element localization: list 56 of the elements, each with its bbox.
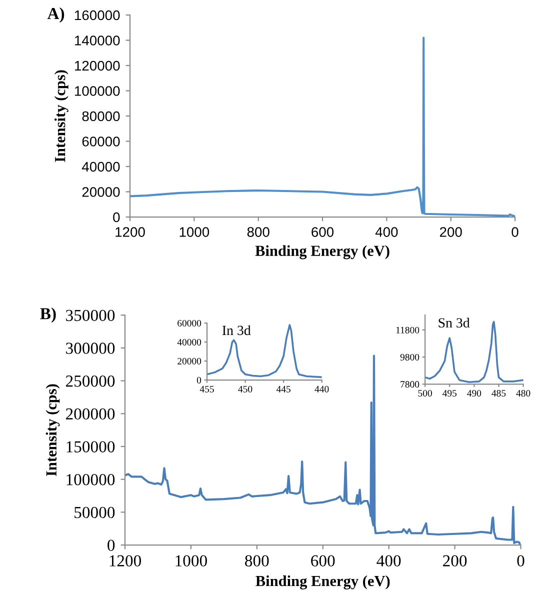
- x-tick-label: 1000: [176, 555, 207, 566]
- x-tick-label: 455: [200, 386, 214, 392]
- x-tick-label: 400: [376, 555, 401, 566]
- line-series: [207, 324, 322, 378]
- y-tick-label: 50000: [74, 506, 115, 518]
- y-tick-label: 150000: [66, 441, 115, 452]
- x-axis-title: Binding Energy (eV): [256, 575, 390, 590]
- y-tick-label: 300000: [66, 342, 115, 354]
- y-tick-label: 80000: [82, 111, 120, 122]
- y-tick-label: 100000: [74, 86, 120, 96]
- y-tick-label: 40000: [177, 338, 202, 346]
- x-tick-label: 450: [238, 386, 252, 392]
- y-tick-label: 20000: [82, 187, 120, 197]
- x-tick-label: 1200: [116, 227, 145, 237]
- y-tick-label: 0: [196, 376, 202, 384]
- x-tick-label: 445: [276, 386, 290, 392]
- x-tick-label: 400: [375, 227, 398, 237]
- x-tick-label: 600: [311, 555, 335, 566]
- y-tick-label: 60000: [178, 320, 202, 327]
- y-tick-label: 60000: [82, 136, 120, 146]
- y-tick-label: 20000: [178, 358, 202, 364]
- y-tick-label: 140000: [74, 36, 120, 46]
- x-tick-label: 0: [517, 555, 524, 566]
- y-tick-label: 100000: [66, 474, 115, 486]
- x-tick-label: 480: [516, 390, 530, 397]
- y-tick-label: 40000: [82, 162, 120, 172]
- y-tick-label: 120000: [74, 60, 120, 71]
- y-tick-label: 0: [113, 212, 120, 222]
- x-tick-label: 800: [245, 555, 269, 566]
- y-tick-label: 9800: [400, 354, 420, 360]
- x-tick-label: 0: [512, 227, 518, 237]
- x-tick-label: 440: [314, 386, 329, 392]
- y-tick-label: 7800: [400, 381, 420, 388]
- x-tick-label: 495: [442, 390, 457, 397]
- y-axis-title: Intensity (cps): [54, 70, 68, 162]
- y-tick-label: 11800: [396, 326, 420, 334]
- x-tick-label: 600: [312, 227, 334, 237]
- chart-title: B): [40, 308, 56, 323]
- y-tick-label: 250000: [66, 376, 115, 387]
- x-tick-label: 1000: [180, 227, 210, 237]
- chart-title: Sn 3d: [438, 318, 470, 328]
- x-axis-title: Binding Energy (eV): [255, 245, 390, 260]
- x-tick-label: 800: [247, 227, 270, 237]
- x-tick-label: 200: [440, 227, 462, 237]
- y-tick-label: 0: [108, 540, 115, 551]
- y-tick-label: 350000: [66, 310, 115, 322]
- x-tick-label: 500: [418, 390, 432, 397]
- y-tick-label: 200000: [66, 408, 115, 420]
- x-tick-label: 1200: [110, 555, 142, 566]
- x-tick-label: 200: [443, 555, 467, 566]
- chart-title: A): [47, 7, 64, 23]
- y-tick-label: 160000: [74, 10, 120, 20]
- chart-title: In 3d: [222, 325, 251, 336]
- x-tick-label: 490: [467, 390, 482, 397]
- y-axis-title: Intensity (cps): [46, 384, 60, 476]
- x-tick-label: 485: [492, 390, 506, 397]
